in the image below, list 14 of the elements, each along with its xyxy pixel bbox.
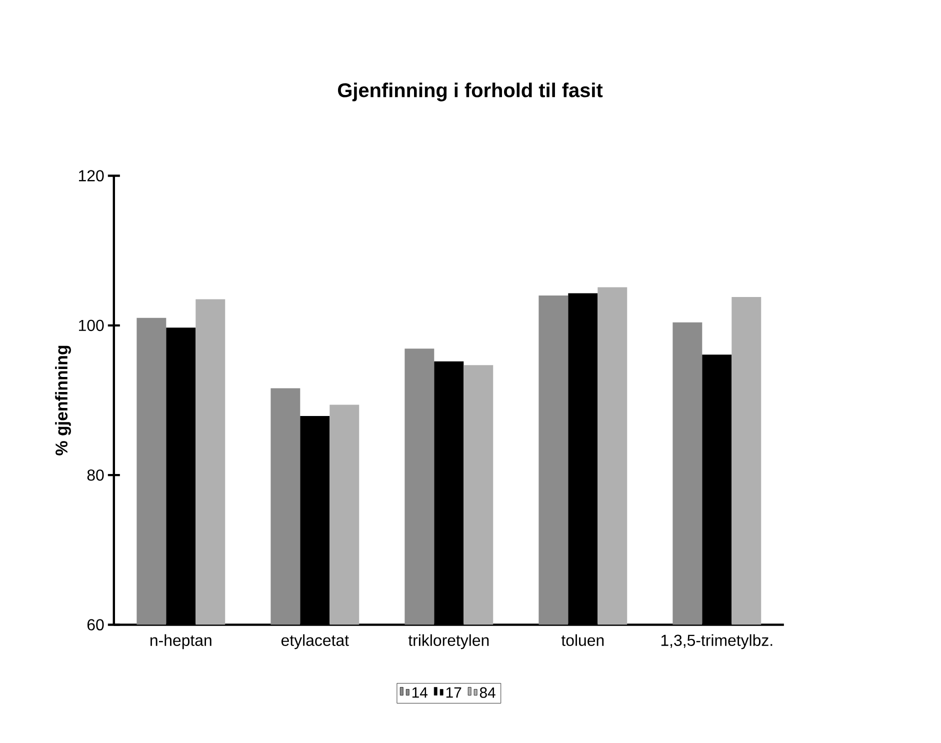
y-tick-label: 100 xyxy=(79,320,104,332)
x-tick-label: toluen xyxy=(561,634,604,646)
x-tick-label: n-heptan xyxy=(150,634,212,650)
y-tick-label: 80 xyxy=(87,469,104,481)
legend-label: 17 xyxy=(446,687,462,698)
x-tick-label: trikloretylen xyxy=(408,634,489,650)
y-axis-title: % gjenfinning xyxy=(55,346,71,456)
legend-label: 84 xyxy=(480,687,496,698)
y-tick-label: 120 xyxy=(79,170,104,182)
chart-title: Gjenfinning i forhold til fasit xyxy=(338,82,603,102)
x-tick-label: 1,3,5-trimetylbz. xyxy=(661,634,772,650)
y-tick-label: 60 xyxy=(87,619,104,630)
x-tick-label: etylacetat xyxy=(281,634,349,650)
legend-label: 14 xyxy=(412,687,428,698)
